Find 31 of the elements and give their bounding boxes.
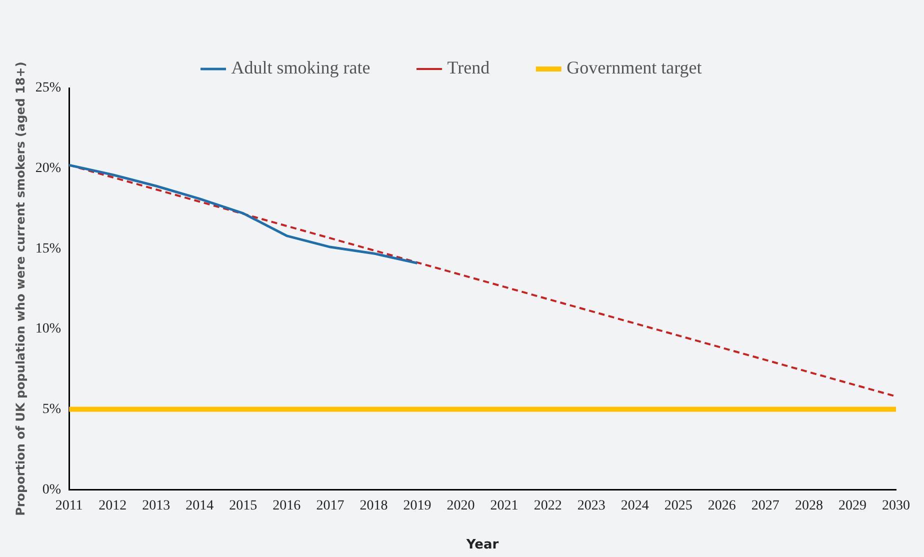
x-tick-label: 2025 [664,498,692,514]
x-tick-label: 2017 [316,498,344,514]
x-tick-label: 2020 [446,498,475,514]
x-tick-label: 2015 [229,498,258,514]
x-axis-title: Year [465,538,500,553]
x-tick-label: 2012 [98,498,127,514]
x-tick-label: 2029 [838,498,866,514]
legend-label: Trend [447,58,490,78]
x-tick-label: 2028 [794,498,823,514]
y-tick-label: 10% [35,322,62,337]
x-tick-label: 2019 [403,498,432,514]
y-tick-label: 15% [35,241,62,256]
x-tick-label: 2011 [55,498,83,514]
legend-label: Government target [566,58,702,78]
x-tick-label: 2027 [751,498,780,514]
x-tick-label: 2018 [360,498,388,514]
y-tick-label: 0% [42,482,62,498]
x-tick-label: 2024 [620,498,649,514]
x-tick-label: 2026 [708,498,736,514]
x-tick-label: 2022 [534,498,562,514]
x-tick-label: 2021 [490,498,518,514]
legend-label: Adult smoking rate [231,58,370,78]
x-tick-label: 2013 [142,498,170,514]
x-tick-label: 2030 [882,498,910,514]
x-tick-label: 2023 [577,498,606,514]
y-axis-title: Proportion of UK population who were current smokers (aged 18+) [13,62,28,516]
y-tick-label: 20% [35,160,62,176]
y-tick-label: 25% [35,80,62,96]
x-tick-label: 2014 [186,498,214,514]
y-tick-label: 5% [42,402,62,417]
x-tick-label: 2016 [272,498,301,514]
